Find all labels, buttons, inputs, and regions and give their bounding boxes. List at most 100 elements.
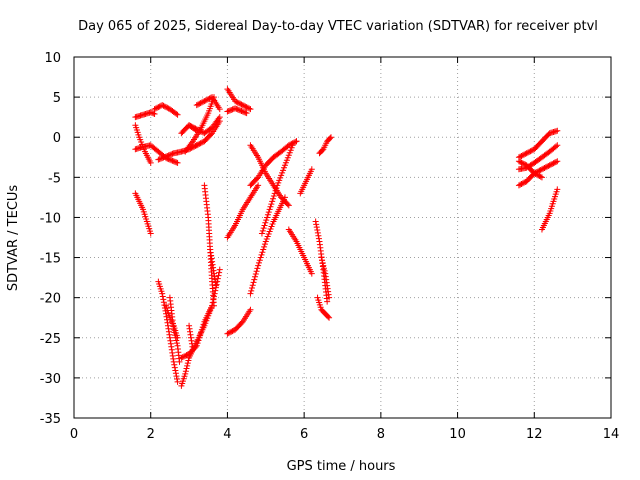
data-point [168,151,175,158]
data-point [159,155,166,162]
data-point [258,251,265,258]
data-point [535,172,542,179]
data-point [248,285,255,292]
data-point [224,330,231,337]
data-point [216,106,223,113]
data-point [257,254,264,261]
data-point [157,155,164,162]
data-point [290,139,297,146]
data-track [132,142,181,166]
data-point [174,159,181,166]
data-point [228,106,235,113]
data-point [517,158,524,165]
data-point [160,102,167,109]
x-tick-label: 0 [70,427,78,442]
data-point [252,271,259,278]
data-point [225,330,232,337]
data-point [238,101,245,108]
data-point [169,157,176,164]
data-point [197,332,204,339]
data-track [285,226,315,277]
data-point [541,164,548,171]
data-point [226,107,233,114]
data-point [203,96,210,103]
data-point [247,106,254,113]
data-point [164,152,171,159]
data-point [531,170,538,177]
data-point [318,254,325,261]
data-point [241,102,248,109]
data-point [194,340,201,347]
data-point [200,321,207,328]
data-point [250,279,257,286]
data-point [150,110,157,117]
data-point [551,159,558,166]
data-point [251,276,258,283]
data-point [524,149,531,156]
data-point [274,182,281,189]
data-point [262,219,269,226]
data-point [517,153,524,160]
data-point [147,230,154,237]
data-point [187,122,194,129]
data-point [268,223,275,230]
data-point [202,97,209,104]
data-point [195,101,202,108]
y-tick-label: 0 [53,131,61,146]
data-point [174,334,181,341]
data-point [188,139,195,146]
data-point [154,104,161,111]
data-point [277,174,284,181]
data-point [191,124,198,131]
data-point [192,142,199,149]
data-point [282,159,289,166]
data-point [186,122,193,129]
data-point [268,201,275,208]
data-point [148,109,155,116]
data-point [285,152,292,159]
data-point [554,158,561,165]
data-point [261,243,268,250]
data-track [297,166,315,197]
data-point [195,337,202,344]
data-point [515,158,522,165]
data-point [270,195,277,202]
data-points [132,86,561,389]
data-point [326,314,333,321]
data-point [195,126,202,133]
data-point [193,142,200,149]
data-point [273,185,280,192]
data-point [216,114,223,121]
data-point [226,329,233,336]
data-point [174,378,181,385]
data-point [244,104,251,111]
data-point [285,202,292,209]
data-point [173,340,180,347]
data-track [193,94,223,113]
data-track [316,134,334,157]
data-point [196,140,203,147]
data-point [174,111,181,118]
data-point [266,206,273,213]
data-point [197,100,204,107]
data-point [159,102,166,109]
data-point [259,227,266,234]
data-track [151,102,181,118]
data-point [172,370,179,377]
data-point [228,328,235,335]
data-track [186,114,223,137]
data-point [265,209,272,216]
data-point [164,104,171,111]
data-point [264,214,271,221]
data-point [198,99,205,106]
data-point [161,154,168,161]
data-point [197,128,204,135]
data-point [196,100,203,107]
data-track [247,194,288,297]
data-point [260,246,267,253]
data-point [523,150,530,157]
data-point [538,174,545,181]
y-tick-label: -35 [40,412,61,427]
data-point [243,110,250,117]
